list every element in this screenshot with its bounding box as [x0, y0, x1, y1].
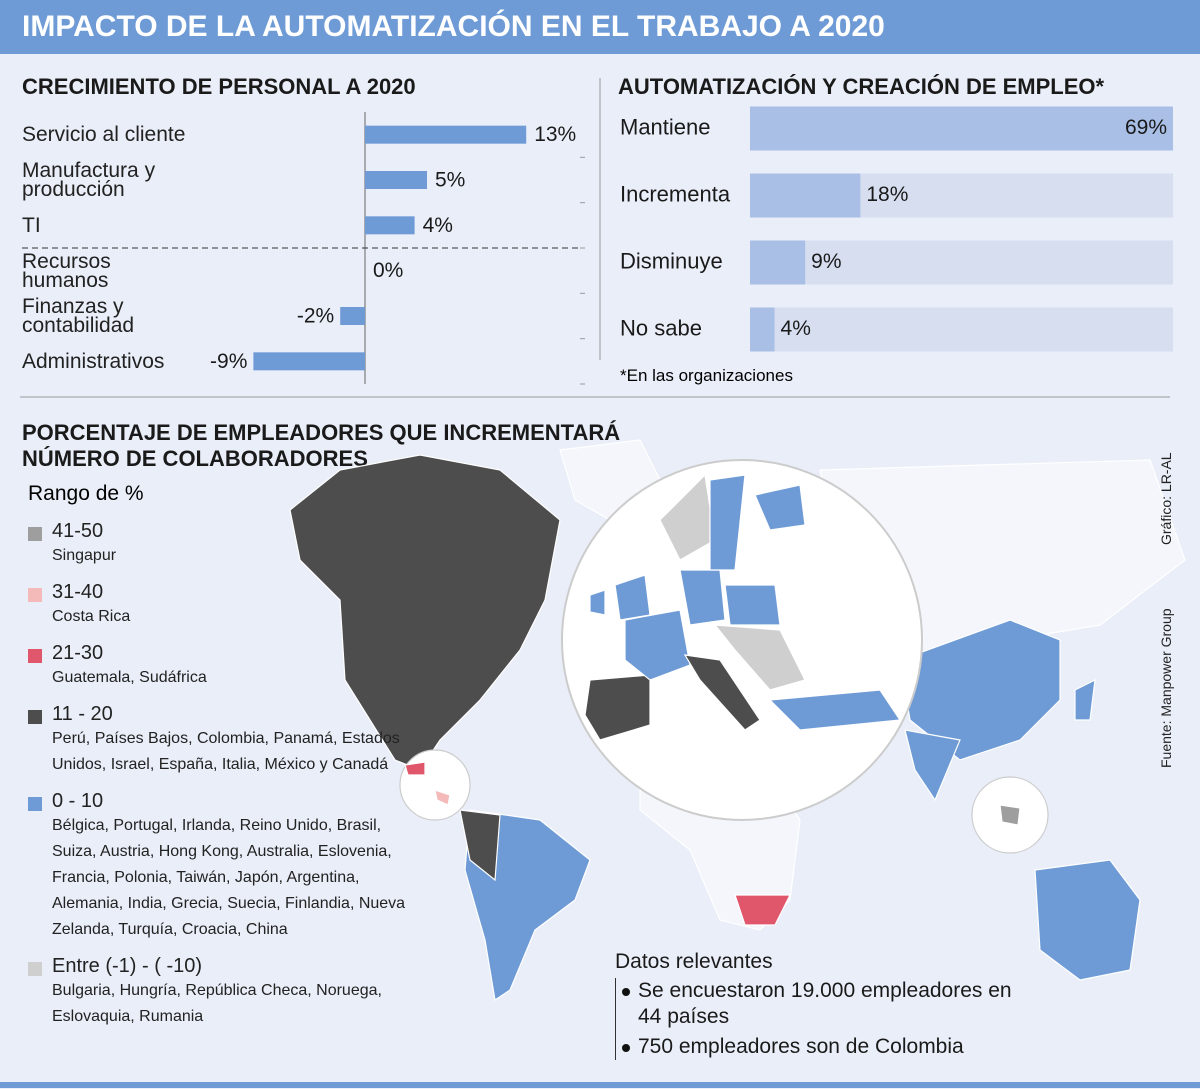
- bar: [340, 307, 365, 325]
- value-label: 13%: [534, 123, 576, 146]
- legend-range: 31-40: [52, 581, 104, 603]
- north-america: [289, 454, 561, 771]
- category-label: Servicio al cliente: [22, 123, 186, 147]
- fact: Se encuestaron 19.000 empleadores en 44 …: [620, 978, 1035, 1030]
- track: [750, 240, 1173, 285]
- category-label: TI: [22, 213, 41, 237]
- united-kingdom: [614, 574, 651, 621]
- legend-item: 41-50 Singapur: [28, 520, 428, 569]
- ireland: [589, 589, 606, 616]
- category-label: Finanzas y contabilidad: [22, 295, 135, 337]
- legend-item: 11 - 20 Perú, Países Bajos, Colombia, Pan…: [28, 703, 428, 778]
- bar: [750, 173, 861, 218]
- value-label: 69%: [1125, 116, 1167, 139]
- legend-item: 21-30 Guatemala, Sudáfrica: [28, 642, 428, 691]
- legend-swatch: [28, 588, 42, 602]
- value-label: 4%: [423, 214, 453, 237]
- sweden: [709, 474, 746, 571]
- value-label: 9%: [811, 250, 841, 273]
- australia: [1034, 859, 1141, 981]
- legend-range: 41-50: [52, 520, 104, 542]
- colombia-peru: [459, 809, 501, 882]
- poland: [724, 584, 781, 626]
- legend-swatch: [28, 797, 42, 811]
- category-label: Administrativos: [22, 349, 165, 373]
- map-title: PORCENTAJE DE EMPLEADORES QUE INCREMENTA…: [22, 420, 621, 471]
- finland: [754, 484, 806, 531]
- india: [904, 729, 961, 802]
- germany: [679, 569, 726, 626]
- facts: Datos relevantes Se encuestaron 19.000 e…: [615, 950, 1035, 1060]
- south-africa: [734, 894, 791, 926]
- bar: [750, 240, 806, 285]
- bar: [365, 216, 415, 235]
- legend-countries: Bélgica, Portugal, Irlanda, Reino Unido,…: [52, 817, 406, 938]
- world-map: [289, 439, 1186, 1002]
- source: Fuente: Manpower Group: [1158, 608, 1174, 768]
- legend-range: 0 - 10: [52, 790, 104, 812]
- singapore: [999, 804, 1021, 826]
- japan: [1074, 678, 1096, 721]
- value-label: -9%: [210, 350, 247, 373]
- legend-range: 11 - 20: [52, 703, 113, 725]
- value-label: -2%: [297, 305, 334, 328]
- chart-title: CRECIMIENTO DE PERSONAL A 2020: [22, 74, 416, 99]
- credit: Gráfico: LR-AL: [1158, 452, 1174, 545]
- legend: Rango de % 41-50 Singapur 31-40 Costa Rica 2…: [28, 482, 428, 1042]
- legend-countries: Guatemala, Sudáfrica: [52, 669, 207, 686]
- header: IMPACTO DE LA AUTOMATIZACIÓN EN EL TRABA…: [0, 0, 1200, 54]
- fact: 750 empleadores son de Colombia: [620, 1034, 1035, 1060]
- turkey: [768, 689, 902, 731]
- bar: [365, 125, 527, 144]
- category-label: Incrementa: [620, 181, 731, 206]
- spain: [584, 674, 651, 741]
- category-label: Disminuye: [620, 248, 723, 273]
- legend-countries: Costa Rica: [52, 608, 131, 625]
- legend-countries: Perú, Países Bajos, Colombia, Panamá, Es…: [52, 730, 400, 773]
- bar: [750, 106, 1173, 151]
- facts-list: Se encuestaron 19.000 empleadores en 44 …: [615, 978, 1035, 1060]
- value-label: 5%: [435, 169, 465, 192]
- facts-title: Datos relevantes: [615, 950, 773, 973]
- category-label: Recursos humanos: [22, 249, 111, 292]
- legend-range: Entre (-1) - ( -10): [52, 955, 203, 977]
- category-label: Manufactura y producción: [22, 159, 156, 201]
- page-title: IMPACTO DE LA AUTOMATIZACIÓN EN EL TRABA…: [22, 10, 885, 43]
- legend-swatch: [28, 527, 42, 541]
- central-europe: [713, 624, 806, 691]
- costa-rica: [434, 789, 451, 806]
- bar: [750, 307, 775, 352]
- chart-title: AUTOMATIZACIÓN Y CREACIÓN DE EMPLEO*: [618, 74, 1105, 99]
- legend-item: 0 - 10 Bélgica, Portugal, Irlanda, Reino …: [28, 790, 428, 943]
- legend-title: Rango de %: [28, 482, 144, 505]
- category-label: Mantiene: [620, 114, 711, 139]
- legend-swatch: [28, 649, 42, 663]
- legend-range: 21-30: [52, 642, 104, 664]
- value-label: 0%: [373, 259, 403, 282]
- bar: [365, 171, 427, 189]
- bar: [253, 352, 365, 371]
- value-label: 4%: [781, 317, 811, 340]
- legend-item: Entre (-1) - ( -10) Bulgaria, Hungría, Re…: [28, 955, 428, 1030]
- legend-countries: Singapur: [52, 547, 117, 564]
- legend-swatch: [28, 962, 42, 976]
- legend-swatch: [28, 710, 42, 724]
- footnote: *En las organizaciones: [620, 366, 793, 385]
- france: [624, 609, 691, 681]
- track: [750, 307, 1173, 352]
- china: [899, 619, 1061, 761]
- value-label: 18%: [866, 183, 908, 206]
- guatemala: [404, 761, 426, 776]
- italy: [683, 654, 761, 731]
- legend-item: 31-40 Costa Rica: [28, 581, 428, 630]
- category-label: No sabe: [620, 315, 702, 340]
- legend-countries: Bulgaria, Hungría, República Checa, Noru…: [52, 982, 382, 1025]
